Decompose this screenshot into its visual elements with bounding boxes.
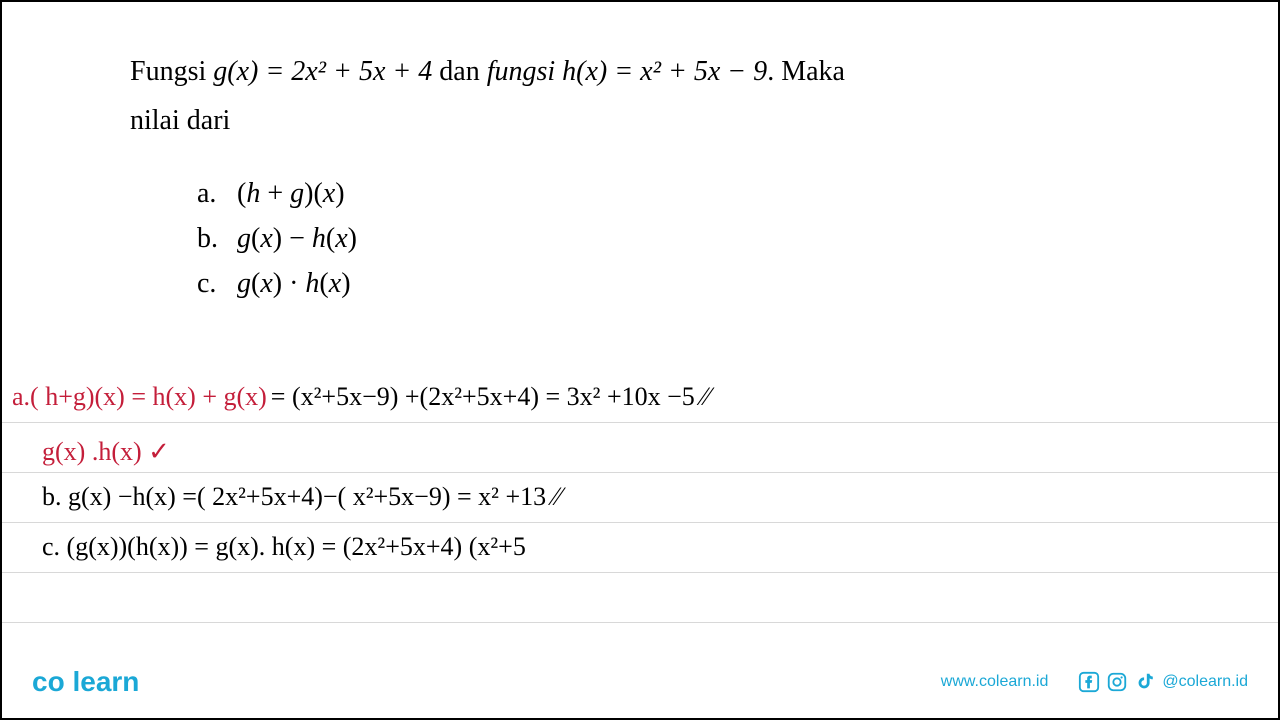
work-a-black: = (x²+5x−9) +(2x²+5x+4) = 3x² +10x −5 ⁄⁄: [271, 382, 710, 411]
social-icons: @colearn.id: [1078, 671, 1248, 693]
problem-line-1: Fungsi g(x) = 2x² + 5x + 4 dan fungsi h(…: [130, 50, 1180, 95]
h-def: h(x) = x² + 5x − 9: [562, 56, 767, 87]
tiktok-icon: [1134, 671, 1156, 693]
work-line-a2: g(x) .h(x) ✓: [42, 437, 170, 467]
option-c-expr: g(x) · h(x): [237, 262, 351, 307]
txt-maka: . Maka: [767, 56, 845, 87]
logo-co: co: [32, 666, 65, 697]
work-line-b: b. g(x) −h(x) =( 2x²+5x+4)−( x²+5x−9) = …: [42, 482, 561, 512]
ruled-line: [2, 472, 1278, 473]
ruled-line: [2, 522, 1278, 523]
problem-statement: Fungsi g(x) = 2x² + 5x + 4 dan fungsi h(…: [130, 50, 1180, 144]
facebook-icon: [1078, 671, 1100, 693]
ruled-line: [2, 572, 1278, 573]
g-def: g(x) = 2x² + 5x + 4: [213, 56, 432, 87]
brand-logo: co learn: [32, 666, 139, 698]
option-a-label: a.: [197, 172, 237, 217]
work-a-red: a.( h+g)(x) = h(x) + g(x): [12, 382, 267, 411]
footer: co learn www.colearn.id @colearn.id: [2, 666, 1278, 698]
option-b: b. g(x) − h(x): [197, 217, 357, 262]
logo-learn: learn: [72, 666, 139, 697]
option-b-label: b.: [197, 217, 237, 262]
social-handle: @colearn.id: [1162, 673, 1248, 691]
txt-fungsi: Fungsi: [130, 56, 213, 87]
options-list: a. (h + g)(x) b. g(x) − h(x) c. g(x) · h…: [197, 172, 357, 306]
work-line-a: a.( h+g)(x) = h(x) + g(x) = (x²+5x−9) +(…: [12, 382, 1272, 412]
work-line-c: c. (g(x))(h(x)) = g(x). h(x) = (2x²+5x+4…: [42, 532, 526, 562]
ruled-line: [2, 422, 1278, 423]
option-a: a. (h + g)(x): [197, 172, 357, 217]
instagram-icon: [1106, 671, 1128, 693]
option-a-expr: (h + g)(x): [237, 172, 345, 217]
txt-dan: dan: [432, 56, 486, 87]
txt-fungsi2: fungsi: [487, 56, 562, 87]
option-c: c. g(x) · h(x): [197, 262, 357, 307]
option-c-label: c.: [197, 262, 237, 307]
problem-line-2: nilai dari: [130, 99, 1180, 144]
ruled-line: [2, 622, 1278, 623]
option-b-expr: g(x) − h(x): [237, 217, 357, 262]
footer-url: www.colearn.id: [941, 673, 1049, 691]
